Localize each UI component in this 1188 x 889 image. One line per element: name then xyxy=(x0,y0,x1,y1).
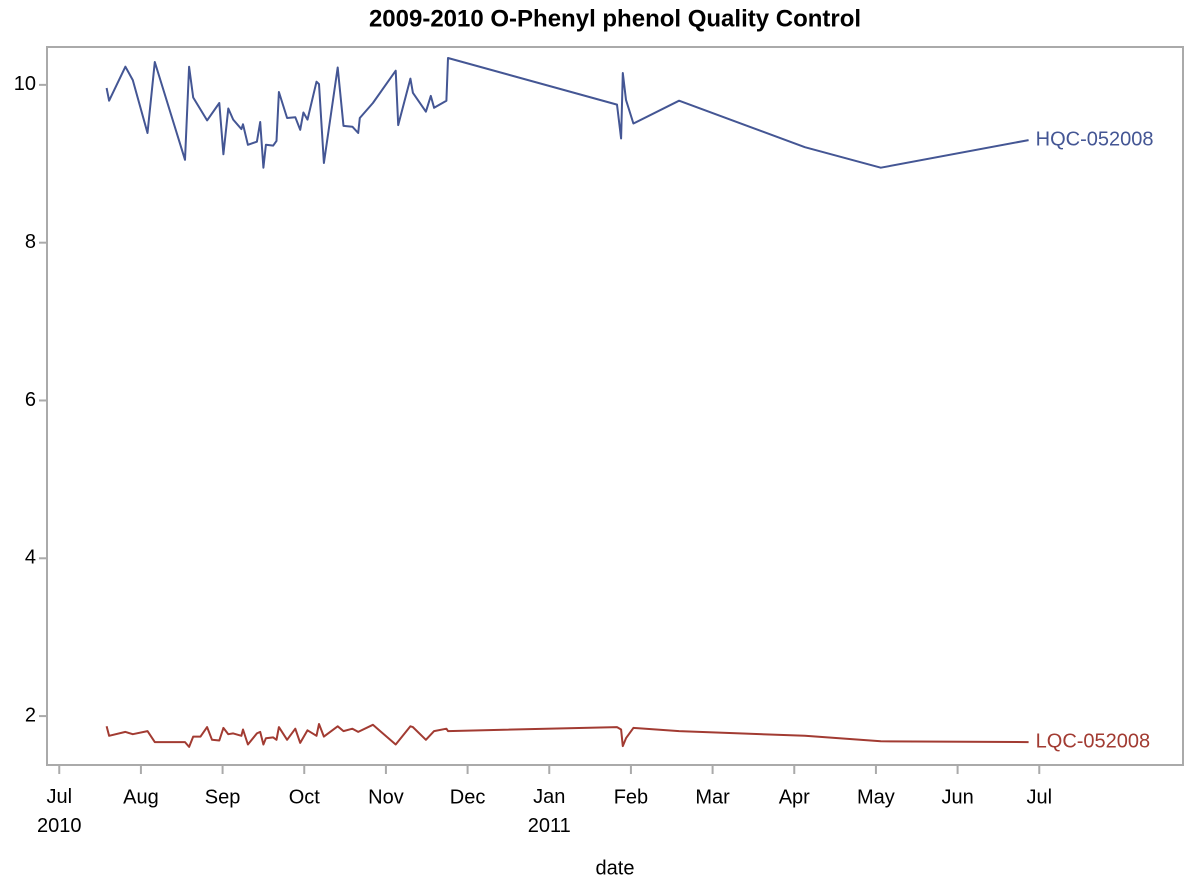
x-tick-label: Feb xyxy=(614,786,648,808)
x-tick-label: Apr xyxy=(779,786,810,808)
plot-frame xyxy=(46,46,1184,766)
y-tick-label: 6 xyxy=(25,389,36,411)
x-tick-label: Jul 2010 xyxy=(37,786,82,837)
series-line xyxy=(105,57,1029,169)
x-tick-label: Jul xyxy=(1026,786,1052,808)
x-tick-label: Dec xyxy=(450,786,486,808)
series-label: LQC-052008 xyxy=(1036,730,1151,752)
x-tick-label: May xyxy=(857,786,895,808)
x-tick-label: Jan 2011 xyxy=(528,786,571,837)
x-axis-label: date xyxy=(596,857,635,879)
y-tick-label: 2 xyxy=(25,704,36,726)
x-tick-label: Jun xyxy=(941,786,973,808)
series-label: HQC-052008 xyxy=(1036,128,1154,150)
x-tick-label: Oct xyxy=(289,786,321,808)
y-tick-label: 4 xyxy=(25,547,36,569)
chart-title: 2009-2010 O-Phenyl phenol Quality Contro… xyxy=(369,5,861,32)
x-tick-label: Sep xyxy=(205,786,241,808)
x-tick-label: Mar xyxy=(695,786,730,808)
y-tick-label: 8 xyxy=(25,231,36,253)
x-tick-label: Nov xyxy=(368,786,404,808)
y-tick-label: 10 xyxy=(14,73,36,95)
series-line xyxy=(105,723,1029,748)
x-tick-label: Aug xyxy=(123,786,159,808)
